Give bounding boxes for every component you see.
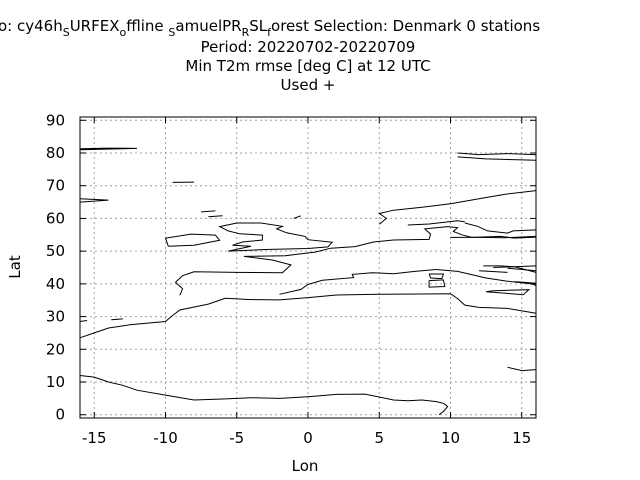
coastline	[79, 375, 449, 416]
title-text: o: cy46h	[0, 17, 63, 35]
y-axis-label: Lat	[6, 255, 24, 279]
chart-title-legend: Used +	[281, 76, 336, 94]
coastline	[478, 270, 508, 273]
title-subscript: f	[267, 26, 272, 39]
plot-area: -15 -10 -5 0 5 10 15 0 10 20 30 40 50 60 70 80 90	[46, 111, 537, 447]
y-tick-label: 30	[46, 308, 65, 326]
title-subscript: S	[63, 26, 70, 39]
coastline	[378, 190, 537, 225]
coastline	[174, 226, 537, 296]
coastline	[493, 265, 537, 268]
x-tick-label: 15	[512, 429, 531, 447]
grid-lines	[80, 117, 536, 418]
coastline	[164, 233, 221, 247]
coastline	[486, 289, 531, 296]
title-subscript: R	[242, 26, 250, 39]
title-text: orest Selection: Denmark 0 stations	[271, 17, 540, 35]
coastline	[208, 215, 223, 218]
coastline	[464, 222, 537, 234]
x-tick-label: -15	[82, 429, 107, 447]
title-subscript: o	[120, 26, 127, 39]
title-text: URFEX	[70, 17, 120, 35]
chart-title-period: Period: 20220702-20220709	[201, 38, 416, 56]
y-tick-label: 10	[46, 373, 65, 391]
chart-title-line1: o: cy46hSURFEXoffline SamuelPRRSLforest …	[0, 17, 540, 39]
coastline	[201, 210, 216, 213]
x-tick-label: 0	[303, 429, 313, 447]
title-text: ffline	[126, 17, 168, 35]
coastline	[507, 366, 537, 372]
coastline	[279, 269, 437, 295]
coastline	[428, 273, 445, 280]
coastline	[218, 222, 334, 252]
title-text: SL	[249, 17, 268, 35]
axis-ticks: -15 -10 -5 0 5 10 15 0 10 20 30 40 50 60 70 80 90	[46, 111, 536, 447]
y-tick-label: 0	[55, 406, 65, 424]
x-tick-label: -5	[229, 429, 244, 447]
title-subscript: S	[168, 26, 175, 39]
coastline	[450, 235, 537, 239]
title-text: amuelPR	[175, 17, 241, 35]
x-axis-label: Lon	[292, 457, 319, 475]
chart-title-metric: Min T2m rmse [deg C] at 12 UTC	[185, 57, 430, 75]
y-tick-label: 90	[46, 111, 65, 129]
y-tick-label: 20	[46, 340, 65, 358]
y-tick-label: 50	[46, 242, 65, 260]
y-tick-label: 60	[46, 209, 65, 227]
coastline	[293, 215, 302, 219]
y-tick-label: 80	[46, 144, 65, 162]
coastline	[79, 320, 88, 322]
y-tick-label: 40	[46, 275, 65, 293]
coastline	[514, 281, 537, 284]
coastline	[79, 147, 138, 151]
coastline	[457, 152, 537, 156]
y-tick-label: 70	[46, 177, 65, 195]
x-tick-label: 5	[374, 429, 384, 447]
x-tick-label: 10	[441, 429, 460, 447]
x-tick-label: -10	[153, 429, 178, 447]
coastline	[436, 269, 537, 286]
coastline	[79, 198, 109, 203]
coastline	[507, 267, 537, 272]
coastline	[79, 293, 537, 339]
coastline	[111, 318, 123, 321]
coastline	[428, 279, 446, 288]
coastline	[457, 156, 537, 161]
coastline	[407, 220, 465, 226]
